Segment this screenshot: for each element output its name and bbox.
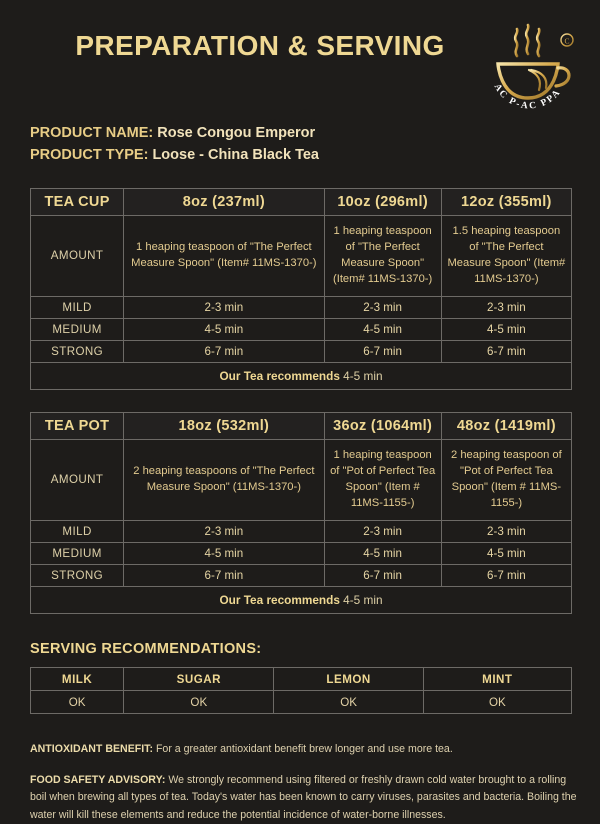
tea-pot-mild-label: MILD [29, 520, 125, 544]
tea-pot-medium-label: MEDIUM [29, 542, 125, 566]
table-row: MEDIUM 4-5 min 4-5 min 4-5 min [29, 542, 573, 566]
tea-cup-header-col3: 12oz (355ml) [440, 188, 573, 217]
tea-cup-header-label: TEA CUP [29, 188, 125, 217]
tea-cup-amount-label: AMOUNT [29, 215, 125, 298]
product-type-line: PRODUCT TYPE: Loose - China Black Tea [30, 144, 600, 166]
tea-cup-strong-label: STRONG [29, 340, 125, 364]
tea-pot-amount-col1: 2 heaping teaspoons of "The Perfect Meas… [123, 439, 325, 522]
serving-value-lemon: OK [273, 690, 424, 715]
serving-table-wrap: MILK SUGAR LEMON MINT OK OK OK OK [0, 667, 600, 715]
table-row: MILD 2-3 min 2-3 min 2-3 min [29, 520, 573, 544]
card-header: PREPARATION & SERVING [0, 0, 600, 120]
tea-cup-medium-col1: 4-5 min [123, 318, 325, 342]
tea-cup-amount-col3: 1.5 heaping teaspoon of "The Perfect Mea… [440, 215, 573, 298]
food-safety-label: FOOD SAFETY ADVISORY: [30, 774, 166, 787]
tea-pot-amount-col3: 2 heaping teaspoon of "Pot of Perfect Te… [440, 439, 573, 522]
serving-recommendations-table: MILK SUGAR LEMON MINT OK OK OK OK [29, 667, 573, 715]
tea-pot-mild-col1: 2-3 min [123, 520, 325, 544]
tea-cup-header-col1: 8oz (237ml) [123, 188, 325, 217]
tea-pot-medium-col1: 4-5 min [123, 542, 325, 566]
tea-pot-recommend-value: 4-5 min [343, 593, 383, 608]
serving-header-lemon: LEMON [273, 667, 424, 692]
page-title: PREPARATION & SERVING [75, 30, 445, 61]
antioxidant-label: ANTIOXIDANT BENEFIT: [30, 743, 154, 756]
tea-cup-medium-label: MEDIUM [29, 318, 125, 342]
tea-cup-medium-col3: 4-5 min [440, 318, 573, 342]
product-name-line: PRODUCT NAME: Rose Congou Emperor [30, 122, 600, 144]
tea-cup-mild-label: MILD [29, 296, 125, 320]
serving-value-milk: OK [29, 690, 125, 715]
tea-pot-recommend-label: Our Tea recommends [219, 593, 340, 608]
tea-pot-recommendation-row: Our Tea recommends 4-5 min [30, 586, 572, 615]
tea-pot-strong-label: STRONG [29, 564, 125, 588]
serving-header-sugar: SUGAR [123, 667, 275, 692]
table-row: AMOUNT 2 heaping teaspoons of "The Perfe… [29, 439, 573, 522]
tea-pot-strong-col2: 6-7 min [323, 564, 442, 588]
tea-pot-amount-label: AMOUNT [29, 439, 125, 522]
table-row: MILD 2-3 min 2-3 min 2-3 min [29, 296, 573, 320]
tea-cup-recommendation-row: Our Tea recommends 4-5 min [30, 362, 572, 391]
tea-pot-header-col2: 36oz (1064ml) [323, 412, 442, 441]
product-type-value: Loose - China Black Tea [152, 147, 319, 164]
tea-pot-header-label: TEA POT [29, 412, 125, 441]
tea-cup-header-col2: 10oz (296ml) [323, 188, 442, 217]
serving-value-mint: OK [422, 690, 573, 715]
table-spacer [0, 390, 600, 412]
tea-cup-recommend-label: Our Tea recommends [219, 369, 340, 384]
antioxidant-note: ANTIOXIDANT BENEFIT: For a greater antio… [30, 741, 578, 758]
tea-cup-table: TEA CUP 8oz (237ml) 10oz (296ml) 12oz (3… [29, 188, 573, 391]
tea-pot-header-col1: 18oz (532ml) [123, 412, 325, 441]
table-row: MEDIUM 4-5 min 4-5 min 4-5 min [29, 318, 573, 342]
tea-pot-table-wrap: TEA POT 18oz (532ml) 36oz (1064ml) 48oz … [0, 412, 600, 615]
copyright-icon: C [560, 33, 574, 47]
tea-pot-medium-col2: 4-5 min [323, 542, 442, 566]
tea-cup-strong-col2: 6-7 min [323, 340, 442, 364]
teacup-with-steam-logo: AC P-AC PPA C [482, 22, 578, 114]
product-type-label: PRODUCT TYPE: [30, 147, 149, 164]
tea-pot-recommendation: Our Tea recommends 4-5 min [30, 586, 572, 615]
tea-cup-amount-col2: 1 heaping teaspoon of "The Perfect Measu… [323, 215, 442, 298]
tea-pot-table: TEA POT 18oz (532ml) 36oz (1064ml) 48oz … [29, 412, 573, 615]
tea-pot-strong-col3: 6-7 min [440, 564, 573, 588]
tea-pot-header-col3: 48oz (1419ml) [440, 412, 573, 441]
antioxidant-text: For a greater antioxidant benefit brew l… [153, 743, 453, 756]
tea-cup-strong-col1: 6-7 min [123, 340, 325, 364]
tea-cup-mild-col3: 2-3 min [440, 296, 573, 320]
tea-cup-table-wrap: TEA CUP 8oz (237ml) 10oz (296ml) 12oz (3… [0, 188, 600, 391]
product-name-label: PRODUCT NAME: [30, 125, 154, 141]
serving-header-mint: MINT [422, 667, 573, 692]
table-header-row: TEA CUP 8oz (237ml) 10oz (296ml) 12oz (3… [29, 188, 573, 217]
serving-value-sugar: OK [123, 690, 275, 715]
tea-cup-medium-col2: 4-5 min [323, 318, 442, 342]
food-safety-note: FOOD SAFETY ADVISORY: We strongly recomm… [30, 772, 578, 823]
table-row: STRONG 6-7 min 6-7 min 6-7 min [29, 564, 573, 588]
serving-recommendations-title: SERVING RECOMMENDATIONS: [30, 641, 262, 658]
notes-section: ANTIOXIDANT BENEFIT: For a greater antio… [0, 741, 600, 824]
tea-cup-recommendation: Our Tea recommends 4-5 min [30, 362, 572, 391]
tea-pot-mild-col2: 2-3 min [323, 520, 442, 544]
tea-cup-strong-col3: 6-7 min [440, 340, 573, 364]
tea-cup-recommend-value: 4-5 min [343, 369, 383, 384]
svg-text:C: C [564, 37, 569, 46]
tea-cup-mild-col2: 2-3 min [323, 296, 442, 320]
product-name-value: Rose Congou Emperor [157, 125, 316, 141]
tea-pot-strong-col1: 6-7 min [123, 564, 325, 588]
product-info: PRODUCT NAME: Rose Congou Emperor PRODUC… [0, 122, 600, 166]
table-header-row: TEA POT 18oz (532ml) 36oz (1064ml) 48oz … [29, 412, 573, 441]
table-row: STRONG 6-7 min 6-7 min 6-7 min [29, 340, 573, 364]
tea-cup-mild-col1: 2-3 min [123, 296, 325, 320]
tea-pot-amount-col2: 1 heaping teaspoon of "Pot of Perfect Te… [323, 439, 442, 522]
tea-pot-medium-col3: 4-5 min [440, 542, 573, 566]
tea-pot-mild-col3: 2-3 min [440, 520, 573, 544]
serving-header-milk: MILK [29, 667, 125, 692]
table-row: AMOUNT 1 heaping teaspoon of "The Perfec… [29, 215, 573, 298]
tea-cup-amount-col1: 1 heaping teaspoon of "The Perfect Measu… [123, 215, 325, 298]
table-header-row: MILK SUGAR LEMON MINT [29, 667, 573, 692]
table-row: OK OK OK OK [29, 690, 573, 715]
